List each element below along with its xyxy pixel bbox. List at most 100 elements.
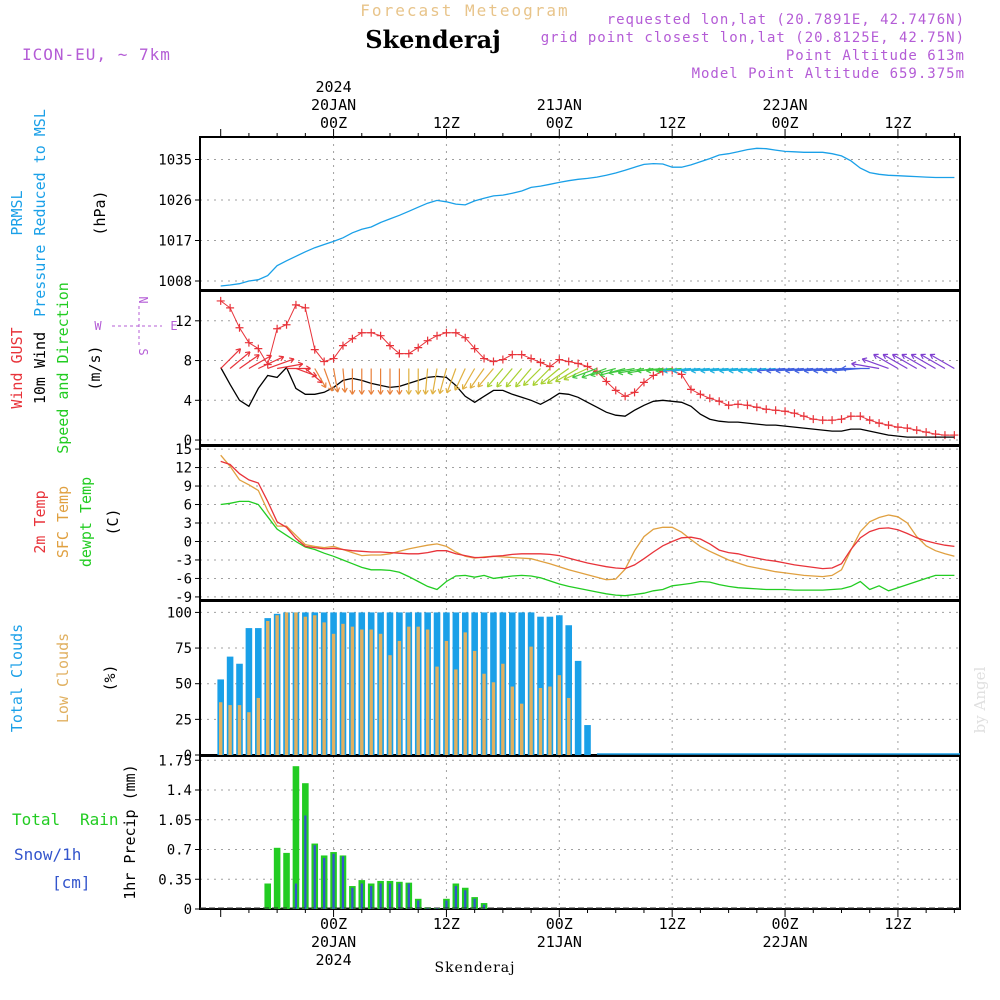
x-tick-label-bottom: 12Z bbox=[433, 915, 460, 933]
gust-point bbox=[216, 296, 225, 305]
wind-arrow bbox=[304, 368, 323, 384]
total-cloud-bar bbox=[565, 625, 573, 755]
snow-bar bbox=[398, 883, 401, 909]
wind-arrow bbox=[813, 367, 842, 372]
y-tick-label: 0 bbox=[184, 433, 192, 449]
watermark: by Angel bbox=[971, 666, 989, 733]
y-tick-label: -3 bbox=[175, 553, 192, 569]
snow-bar bbox=[473, 898, 476, 909]
low-cloud-bar bbox=[247, 712, 251, 755]
gust-point bbox=[611, 386, 620, 395]
wind-arrow-head bbox=[349, 389, 356, 395]
wind-arrow-head bbox=[608, 369, 614, 376]
rain-bar bbox=[283, 852, 290, 909]
gust-point bbox=[696, 390, 705, 399]
total-cloud-bar bbox=[584, 725, 591, 755]
rain-bar bbox=[264, 883, 272, 909]
wind-arrow-head bbox=[422, 389, 429, 395]
wind-arrow bbox=[710, 367, 739, 372]
gust-point bbox=[828, 416, 837, 425]
wind-arrow bbox=[892, 353, 918, 370]
low-cloud-bar bbox=[397, 640, 402, 755]
wind-arrow-head bbox=[851, 361, 857, 368]
wind-arrow-head bbox=[453, 385, 460, 391]
wind-arrow-head bbox=[627, 369, 633, 376]
gust-point bbox=[470, 344, 479, 353]
wind-arrow-head bbox=[662, 367, 668, 374]
wind-arrow bbox=[655, 367, 682, 372]
y-tick-label: 1026 bbox=[158, 193, 192, 209]
wind-arrow bbox=[794, 367, 823, 372]
y-tick-label: 1.4 bbox=[167, 783, 192, 799]
x-tick-label-top: 22JAN bbox=[762, 96, 807, 114]
low-cloud-bar bbox=[284, 612, 289, 755]
gust-point bbox=[564, 357, 573, 366]
gust-point bbox=[480, 354, 489, 363]
wind-arrow-head bbox=[278, 355, 285, 362]
wind-arrow-head bbox=[700, 367, 706, 374]
wind-arrow bbox=[882, 353, 908, 370]
x-tick-label-bottom: 2024 bbox=[316, 951, 352, 969]
wind-arrow bbox=[342, 368, 346, 393]
total-clouds-label: Total Clouds bbox=[8, 624, 26, 732]
wind-arrow-head bbox=[532, 380, 538, 387]
low-cloud-bar bbox=[510, 686, 514, 755]
gust-point bbox=[536, 358, 545, 367]
total-cloud-bar bbox=[255, 628, 262, 755]
snow-bar bbox=[370, 886, 373, 909]
x-tick-label-bottom: 12Z bbox=[659, 915, 686, 933]
total-rain-label: Total bbox=[12, 810, 60, 829]
snow-bar bbox=[388, 883, 392, 909]
low-cloud-bar bbox=[313, 615, 317, 755]
temp-2m-label: 2m Temp bbox=[31, 490, 49, 553]
dewpt-line bbox=[220, 500, 955, 597]
gust-point bbox=[677, 370, 686, 379]
wind-arrow bbox=[323, 368, 333, 392]
gust-point bbox=[320, 357, 329, 366]
wind-arrow-head bbox=[546, 378, 553, 385]
y-tick-label: 50 bbox=[175, 677, 192, 693]
y-tick-label: 15 bbox=[175, 442, 192, 458]
gust-point bbox=[301, 303, 310, 312]
snow-bar bbox=[304, 815, 307, 909]
wind-arrow bbox=[454, 368, 466, 391]
gust-point bbox=[244, 338, 253, 347]
y-tick-label: 25 bbox=[175, 712, 192, 728]
x-tick-label-top: 20JAN bbox=[311, 96, 356, 114]
y-tick-label: 0.7 bbox=[167, 843, 192, 859]
y-tick-label: 1017 bbox=[158, 234, 192, 250]
rain-bar bbox=[273, 847, 281, 909]
y-tick-label: -6 bbox=[175, 571, 192, 587]
wind-arrow-head bbox=[333, 387, 341, 393]
low-cloud-bar bbox=[435, 666, 439, 755]
gust-point bbox=[799, 412, 808, 421]
compass-south: S bbox=[136, 348, 150, 355]
compass-east: E bbox=[170, 319, 177, 333]
low-cloud-bar bbox=[266, 620, 270, 755]
y-tick-label: 12 bbox=[175, 314, 192, 330]
wind-arrow bbox=[851, 363, 880, 370]
low-cloud-bar bbox=[378, 633, 383, 755]
wind-arrow bbox=[873, 353, 899, 370]
gust-point bbox=[386, 341, 394, 350]
snow-bar bbox=[454, 886, 457, 909]
wind-arrow-head bbox=[522, 380, 529, 387]
total-cloud-bar bbox=[574, 660, 582, 755]
low-cloud-bar bbox=[322, 622, 326, 755]
wind-arrow-head bbox=[563, 375, 569, 381]
compass-north: N bbox=[136, 296, 150, 303]
wind-arrow-head bbox=[496, 381, 502, 388]
snow-bar bbox=[482, 904, 486, 909]
wind-arrow bbox=[581, 367, 607, 378]
footer-location: Skenderaj bbox=[434, 960, 515, 976]
wind-arrow bbox=[700, 367, 729, 372]
gust-point bbox=[705, 394, 714, 403]
x-tick-label-bottom: 12Z bbox=[884, 915, 911, 933]
y-tick-label: 0 bbox=[184, 534, 192, 550]
gust-label: Wind GUST bbox=[8, 327, 26, 408]
wind-arrow-head bbox=[505, 381, 512, 388]
wind-arrow-head bbox=[437, 388, 444, 395]
wind-arrow-head bbox=[396, 389, 403, 395]
gust-point bbox=[790, 409, 799, 418]
